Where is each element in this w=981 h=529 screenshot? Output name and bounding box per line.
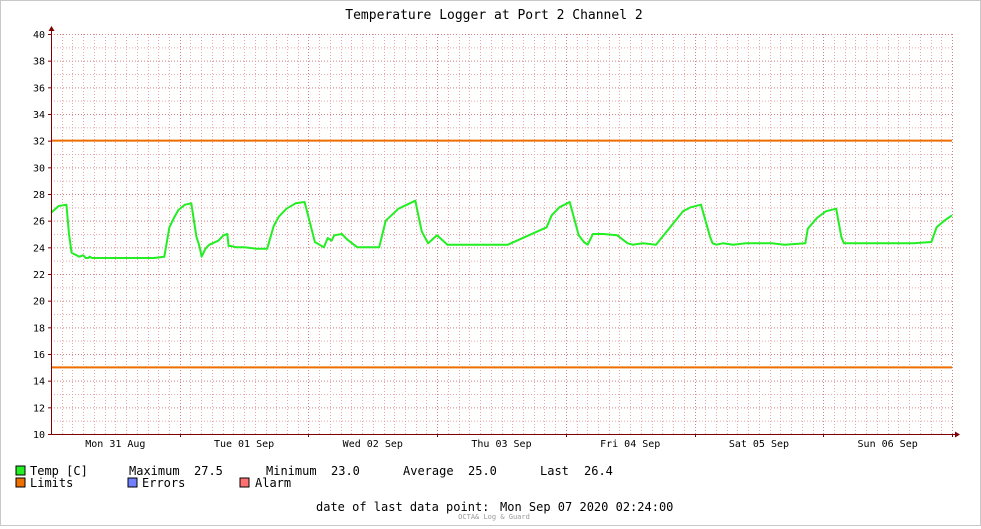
y-tick-label: 12 — [33, 403, 45, 414]
x-tick-label: Mon 31 Aug — [85, 439, 145, 450]
y-axis-arrow — [48, 26, 55, 31]
legend-last-value: 26.4 — [584, 464, 613, 478]
y-tick-label: 34 — [33, 110, 45, 121]
legend-maximum-label: Maximum — [129, 464, 180, 478]
legend-alarm-label: Alarm — [255, 476, 291, 490]
x-tick-label: Tue 01 Sep — [214, 439, 274, 450]
legend-swatch-errors — [127, 477, 138, 488]
y-tick-label: 30 — [33, 163, 45, 174]
y-tick-label: 16 — [33, 350, 45, 361]
legend-swatch-temp — [15, 465, 26, 476]
footer-date-label: date of last data point: — [316, 500, 489, 514]
y-axis-ticks: 10 12 14 16 18 20 22 24 26 28 30 32 34 36 38 40 — [33, 30, 51, 441]
grid — [51, 34, 953, 435]
y-tick-label: 18 — [33, 323, 45, 334]
x-tick-label: Thu 03 Sep — [471, 439, 531, 450]
legend-temp-label: Temp [C] — [30, 464, 88, 478]
y-tick-label: 32 — [33, 137, 45, 148]
y-tick-label: 14 — [33, 377, 45, 388]
limit-lines — [51, 139, 952, 369]
legend-minimum-label: Minimum — [266, 464, 317, 478]
legend-minimum-value: 23.0 — [331, 464, 360, 478]
footer-date-value: Mon Sep 07 2020 02:24:00 — [500, 500, 673, 514]
legend-average-value: 25.0 — [468, 464, 497, 478]
x-tick-label: Fri 04 Sep — [600, 439, 660, 450]
series — [50, 199, 953, 259]
legend-limits-label: Limits — [30, 476, 73, 490]
y-tick-label: 38 — [33, 57, 45, 68]
x-tick-label: Sat 05 Sep — [729, 439, 789, 450]
y-tick-label: 22 — [33, 270, 45, 281]
legend-swatch-limits — [15, 477, 26, 488]
legend-last-label: Last — [540, 464, 569, 478]
y-tick-label: 26 — [33, 217, 45, 228]
x-axis-arrow — [955, 431, 960, 438]
y-tick-label: 36 — [33, 83, 45, 94]
y-tick-label: 28 — [33, 190, 45, 201]
legend-errors-label: Errors — [142, 476, 185, 490]
x-axis-ticks: Mon 31 Aug Tue 01 Sep Wed 02 Sep Thu 03 Sep… — [85, 434, 953, 450]
footer-watermark: OCTA& Log & Guard — [458, 513, 530, 521]
axes — [48, 26, 960, 438]
chart-title: Temperature Logger at Port 2 Channel 2 — [345, 8, 642, 23]
y-tick-label: 40 — [33, 30, 45, 41]
y-tick-label: 24 — [33, 243, 45, 254]
series-line-temp — [50, 199, 953, 259]
y-tick-label: 10 — [33, 430, 45, 441]
x-tick-label: Wed 02 Sep — [343, 439, 403, 450]
legend-swatch-alarm — [239, 477, 250, 488]
legend-average-label: Average — [403, 464, 454, 478]
y-tick-label: 20 — [33, 297, 45, 308]
legend-maximum-value: 27.5 — [194, 464, 223, 478]
x-tick-label: Sun 06 Sep — [858, 439, 918, 450]
